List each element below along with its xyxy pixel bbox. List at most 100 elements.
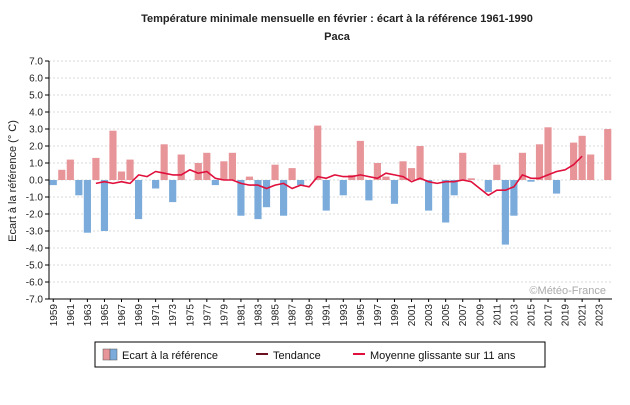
bar-2022: [587, 154, 595, 180]
y-tick-label: -4.0: [26, 244, 44, 255]
bar-1987: [288, 168, 296, 180]
lines: [95, 155, 583, 197]
x-tick-label: 1971: [151, 304, 162, 327]
x-tick-label: 1995: [356, 304, 367, 327]
bar-2002: [416, 146, 424, 180]
bar-1973: [169, 180, 177, 203]
x-tick-label: 1963: [83, 304, 94, 327]
bar-1963: [83, 180, 91, 233]
bar-2000: [399, 161, 407, 180]
grid: [49, 60, 612, 300]
y-axis-label: Ecart à la référence (° C): [7, 120, 19, 242]
bar-2018: [552, 180, 561, 194]
x-tick-label: 1961: [66, 304, 77, 327]
bar-1996: [365, 180, 373, 201]
y-tick-label: -5.0: [26, 261, 44, 272]
bar-1977: [203, 152, 211, 180]
bar-1974: [177, 154, 185, 180]
legend-label-tendance: Tendance: [273, 350, 321, 362]
bar-2008: [467, 178, 475, 180]
y-tick-label: 4.0: [29, 108, 43, 119]
bar-1997: [373, 163, 381, 180]
bar-2021: [578, 135, 586, 180]
bar-1969: [134, 180, 143, 220]
bar-1972: [160, 144, 168, 180]
bar-1971: [152, 180, 160, 189]
bar-2020: [570, 142, 578, 180]
y-tick-label: -3.0: [26, 227, 44, 238]
y-tick-label: 6.0: [29, 74, 43, 85]
x-tick-label: 1999: [390, 304, 401, 327]
x-tick-label: 1959: [49, 304, 60, 327]
y-tick-label: 7.0: [29, 57, 43, 68]
bar-2006: [450, 180, 458, 196]
x-tick-label: 2023: [595, 304, 606, 327]
bar-1986: [280, 180, 288, 216]
x-tick-label: 2015: [527, 304, 538, 327]
bar-1964: [92, 157, 100, 180]
bar-1978: [211, 180, 219, 186]
bar-1966: [109, 130, 117, 180]
bar-1980: [228, 152, 236, 180]
x-tick-label: 1969: [134, 304, 145, 327]
bar-1961: [66, 159, 74, 180]
bar-1976: [194, 163, 202, 180]
y-tick-label: 0.0: [29, 176, 43, 187]
bar-1983: [254, 180, 262, 220]
bar-2001: [407, 168, 416, 180]
x-tick-label: 1981: [236, 304, 247, 327]
bar-2012: [501, 180, 509, 245]
chart-title: Température minimale mensuelle en févrie…: [141, 13, 533, 25]
x-tick-label: 2019: [561, 304, 572, 327]
bar-1990: [314, 125, 322, 180]
legend-item-ecart: Ecart à la référence: [102, 348, 218, 362]
x-tick-label: 1975: [185, 304, 196, 327]
x-tick-label: 1965: [100, 304, 111, 327]
x-ticks: 1959 1961 1963 1965 1967 1969 1971 1973 1975 1977…: [49, 299, 606, 326]
x-tick-label: 2003: [424, 304, 435, 327]
x-tick-label: 1991: [322, 304, 333, 327]
y-tick-label: -2.0: [26, 210, 44, 221]
x-tick-label: 1983: [254, 304, 265, 327]
x-tick-label: 1987: [288, 304, 299, 327]
x-tick-label: 2011: [492, 304, 503, 326]
bar-1998: [382, 176, 390, 180]
x-tick-label: 2013: [509, 304, 520, 327]
bar-1962: [75, 180, 83, 196]
x-tick-label: 1985: [271, 304, 282, 327]
bar-1965: [100, 180, 109, 231]
bar-2015: [527, 180, 535, 182]
bar-1959: [49, 180, 57, 186]
bar-1988: [297, 180, 305, 186]
x-tick-label: 2021: [578, 304, 589, 327]
bar-1999: [390, 180, 399, 204]
x-tick-label: 2005: [441, 304, 452, 327]
legend-label-ecart: Ecart à la référence: [122, 350, 218, 362]
y-tick-label: 5.0: [29, 91, 43, 102]
bar-2016: [535, 144, 544, 180]
legend-swatch-positive: [102, 348, 111, 361]
x-tick-label: 1977: [202, 304, 213, 327]
bar-1994: [348, 174, 356, 180]
watermark: ©Météo-France: [529, 285, 606, 297]
bar-1995: [356, 140, 364, 180]
y-tick-label: -1.0: [26, 193, 44, 204]
y-ticks: 7.0 6.0 5.0 4.0 3.0 2.0 1.0 0.0 -1.0 -2.0 -3.0 -4.0…: [26, 57, 49, 306]
x-tick-label: 1979: [219, 304, 230, 327]
x-tick-label: 2017: [544, 304, 555, 327]
legend-item-tendance: Tendance: [256, 350, 321, 362]
bar-2007: [459, 152, 467, 180]
bar-2014: [518, 152, 527, 180]
bar-2024: [604, 129, 612, 180]
bar-1984: [262, 180, 271, 208]
x-tick-label: 1997: [373, 304, 384, 327]
bar-1991: [322, 180, 330, 211]
x-tick-label: 1993: [339, 304, 350, 327]
bar-1993: [339, 180, 347, 196]
y-tick-label: 1.0: [29, 159, 43, 170]
bar-1968: [126, 159, 134, 180]
legend-label-moyenne: Moyenne glissante sur 11 ans: [370, 350, 516, 362]
bar-1979: [220, 161, 228, 180]
chart-subtitle: Paca: [324, 31, 351, 43]
